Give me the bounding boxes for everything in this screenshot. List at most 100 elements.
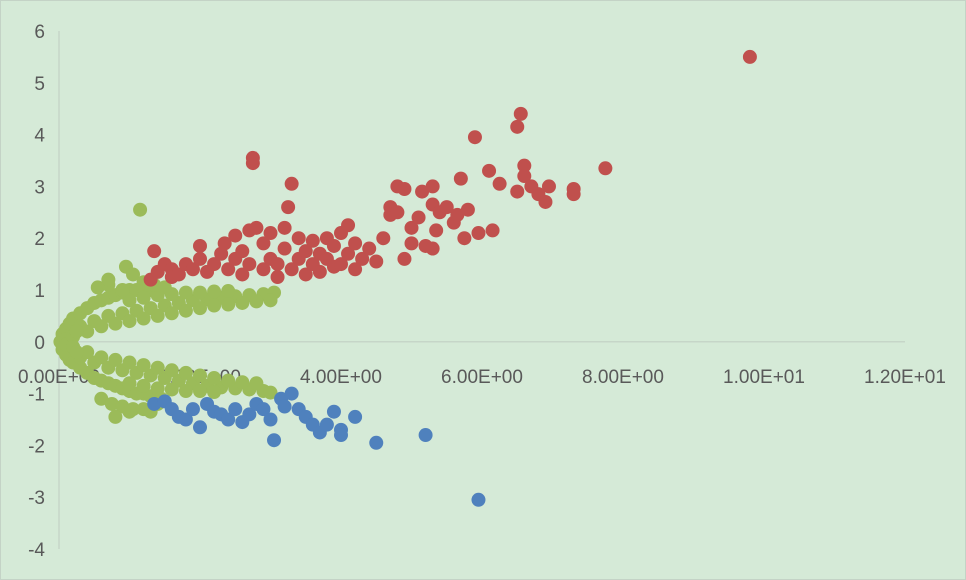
data-point	[256, 236, 271, 251]
y-tick-label: 5	[34, 74, 45, 95]
data-point	[235, 375, 250, 390]
data-point	[207, 385, 222, 400]
y-tick-label: 6	[34, 22, 45, 43]
data-point	[397, 181, 412, 196]
data-point	[136, 378, 151, 393]
x-tick-label: 6.00E+00	[441, 367, 523, 388]
data-point	[221, 262, 236, 277]
data-point	[235, 244, 250, 259]
data-point	[221, 412, 236, 427]
data-point	[193, 301, 207, 316]
data-point	[397, 251, 412, 266]
data-point	[94, 391, 109, 406]
data-point	[305, 233, 320, 248]
x-tick-label: 1.00E+01	[723, 367, 805, 388]
data-point	[249, 294, 264, 309]
data-point	[193, 368, 207, 383]
data-point	[193, 285, 207, 300]
data-point	[133, 202, 148, 217]
data-point	[136, 290, 151, 305]
data-point	[193, 420, 207, 435]
data-point	[104, 396, 119, 411]
data-point	[164, 382, 179, 397]
data-point	[284, 386, 299, 401]
data-point	[207, 284, 222, 299]
data-point	[404, 236, 419, 251]
data-point	[245, 150, 260, 165]
data-point	[147, 396, 162, 411]
data-point	[281, 200, 296, 215]
data-point	[277, 399, 292, 414]
data-point	[122, 355, 137, 370]
data-point	[510, 119, 525, 134]
data-point	[482, 163, 497, 178]
data-point	[450, 207, 465, 222]
y-tick-label: -4	[28, 540, 45, 561]
data-point	[242, 407, 257, 422]
data-point	[348, 262, 363, 277]
data-point	[510, 184, 525, 199]
data-point	[193, 238, 207, 253]
data-point	[185, 262, 200, 277]
data-points	[53, 49, 757, 507]
data-point	[136, 311, 151, 326]
data-point	[90, 280, 105, 295]
data-point	[376, 231, 391, 246]
data-point	[411, 210, 426, 225]
data-point	[538, 194, 553, 209]
data-point	[390, 205, 405, 220]
data-point	[228, 402, 243, 417]
data-point	[326, 238, 341, 253]
data-point	[150, 308, 165, 323]
data-point	[178, 384, 193, 399]
data-point	[256, 402, 271, 417]
y-tick-label: 4	[34, 126, 45, 147]
data-point	[228, 228, 243, 243]
data-point	[471, 226, 486, 241]
data-point	[566, 181, 581, 196]
data-point	[263, 385, 278, 400]
data-point	[341, 218, 356, 233]
data-point	[249, 376, 264, 391]
data-point	[467, 130, 482, 145]
data-point	[369, 435, 384, 450]
data-point	[425, 241, 440, 256]
data-point	[457, 231, 472, 246]
data-point	[471, 492, 486, 507]
data-point	[460, 202, 475, 217]
data-point	[221, 373, 236, 388]
y-tick-label: 1	[34, 281, 45, 302]
data-point	[178, 365, 193, 380]
y-tick-label: -2	[28, 436, 45, 457]
data-point	[263, 226, 278, 241]
data-point	[277, 220, 292, 235]
data-point	[178, 412, 193, 427]
data-point	[164, 306, 179, 321]
data-point	[217, 236, 232, 251]
data-point	[108, 352, 123, 367]
data-point	[157, 280, 172, 295]
data-point	[185, 402, 200, 417]
data-point	[404, 220, 419, 235]
data-point	[108, 316, 123, 331]
data-point	[277, 241, 292, 256]
data-point	[513, 106, 528, 121]
data-point	[207, 371, 222, 386]
data-point	[312, 264, 327, 279]
data-point	[69, 324, 84, 339]
y-tick-label: 3	[34, 177, 45, 198]
data-point	[122, 376, 137, 391]
x-tick-label: 4.00E+00	[300, 367, 382, 388]
data-point	[101, 272, 116, 287]
data-point	[122, 314, 137, 329]
y-tick-labels: 6 5 4 3 2 1 0 -1 -2 -3 -4	[28, 22, 45, 561]
data-point	[263, 293, 278, 308]
data-point	[178, 285, 193, 300]
data-point	[221, 297, 236, 312]
y-tick-label: -3	[28, 488, 45, 509]
data-point	[418, 428, 433, 443]
data-point	[94, 319, 109, 334]
data-point	[242, 257, 257, 272]
data-point	[267, 433, 282, 448]
